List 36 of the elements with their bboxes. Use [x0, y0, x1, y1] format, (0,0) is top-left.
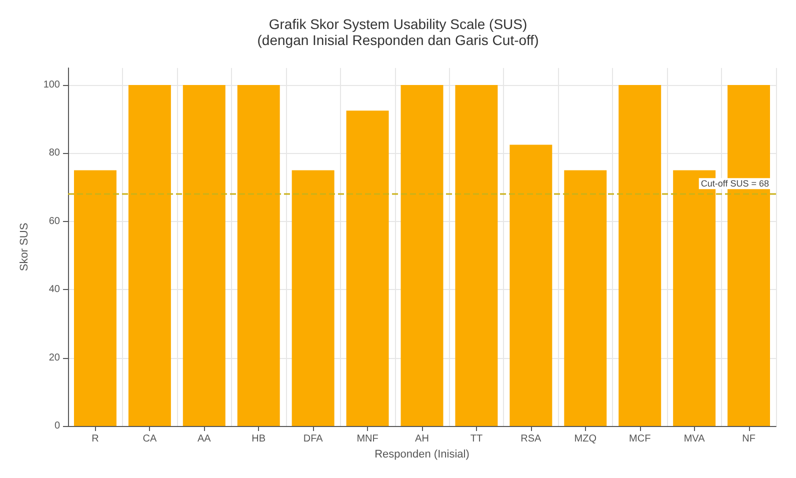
x-tick-label: DFA — [303, 434, 324, 444]
chart-subtitle: (dengan Inisial Responden dan Garis Cut-off) — [257, 32, 539, 48]
x-tick-label: HB — [252, 434, 266, 444]
bar — [455, 85, 498, 426]
x-tick-label: RSA — [520, 434, 542, 444]
y-tick-label: 40 — [48, 284, 60, 296]
bar — [128, 85, 171, 426]
bar — [564, 170, 607, 426]
bar — [510, 144, 552, 426]
bar — [728, 85, 770, 426]
bar — [618, 85, 662, 426]
x-tick-label: MZQ — [574, 434, 597, 444]
ref-line-label: Cut-off SUS = 68 — [700, 178, 769, 189]
x-tick-label: AA — [197, 434, 212, 444]
x-tick-label: TT — [470, 434, 483, 444]
x-tick-label: CA — [142, 434, 157, 444]
y-tick-label: 80 — [48, 148, 60, 159]
bar — [400, 85, 444, 426]
bar — [292, 170, 334, 426]
bar — [346, 110, 389, 426]
x-tick-label: MNF — [356, 434, 378, 444]
bar — [237, 85, 280, 426]
y-tick-label: 0 — [54, 420, 60, 432]
x-tick-label: MVA — [684, 434, 706, 444]
chart-title: Grafik Skor System Usability Scale (SUS) — [268, 16, 528, 32]
y-tick-label: 100 — [43, 80, 60, 91]
y-tick-label: 20 — [48, 352, 60, 364]
bar — [182, 85, 226, 426]
x-axis-title: Responden (Inisial) — [374, 448, 470, 460]
x-tick-label: R — [92, 434, 99, 444]
y-axis-title: Skor SUS — [18, 222, 30, 272]
x-tick-label: AH — [415, 434, 429, 444]
x-tick-label: NF — [742, 434, 756, 444]
x-tick-label: MCF — [629, 434, 651, 444]
bar — [74, 170, 116, 426]
y-tick-label: 60 — [48, 216, 60, 227]
